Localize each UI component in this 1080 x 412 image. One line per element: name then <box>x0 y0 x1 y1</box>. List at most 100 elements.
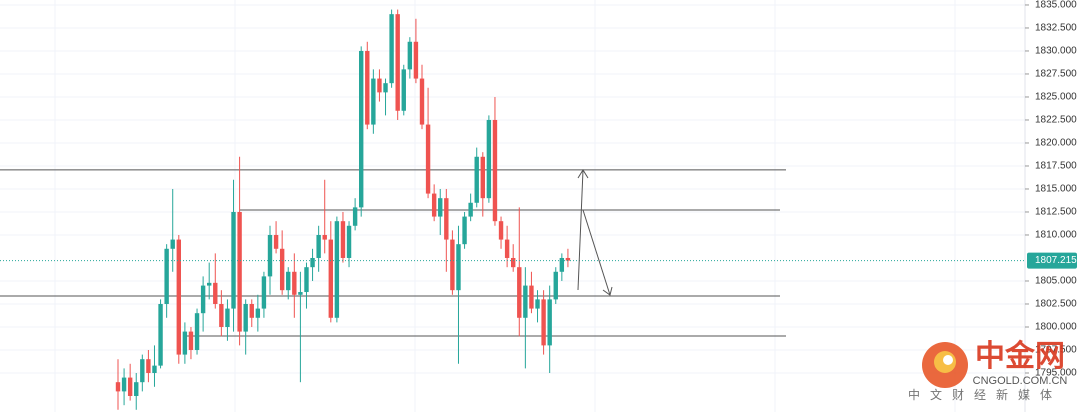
candle-body <box>444 198 449 240</box>
candle-body <box>134 382 139 396</box>
y-tick-label: 1810.000 <box>1035 230 1077 241</box>
candle-body <box>225 308 230 327</box>
candle-body <box>474 156 479 203</box>
candle-body <box>389 14 394 84</box>
logo-icon <box>943 355 953 365</box>
candle-body <box>207 282 212 286</box>
y-tick-label: 1795.000 <box>1035 368 1077 379</box>
candle-body <box>310 257 315 268</box>
y-tick-label: 1830.000 <box>1035 46 1077 57</box>
candle-body <box>213 282 218 304</box>
candle-body <box>164 248 169 304</box>
candle-body <box>158 303 163 366</box>
candle-body <box>243 303 248 332</box>
candle-body <box>340 221 346 258</box>
y-axis: 1835.000 1832.500 1830.000 1827.500 1825.000… <box>1025 0 1077 379</box>
candle-body <box>292 271 297 295</box>
candle-body <box>395 14 400 111</box>
candle-body <box>237 211 242 332</box>
candle-body <box>170 239 175 249</box>
watermark: 中金网 CNGOLD.COM.CN 中文财经新媒体 <box>908 339 1067 402</box>
candle-body <box>279 248 285 291</box>
candle-body <box>328 239 333 318</box>
candle-body <box>407 41 413 70</box>
candle-body <box>200 285 206 314</box>
plot <box>0 9 1025 410</box>
candle-body <box>535 299 540 309</box>
candle-body <box>541 299 546 346</box>
candle-body <box>553 271 558 300</box>
arrow-head <box>577 169 589 179</box>
candle-body <box>267 234 273 277</box>
candle-body <box>377 78 382 93</box>
candle-body <box>182 331 188 355</box>
candle-body <box>401 69 406 111</box>
candle-body <box>231 211 236 309</box>
watermark-tagline: 中文财经新媒体 <box>908 387 1062 402</box>
y-tick-label: 1827.500 <box>1035 69 1077 80</box>
last-price-label: 1807.215 <box>1035 255 1077 266</box>
candle-body <box>547 299 552 346</box>
y-tick-label: 1835.000 <box>1035 0 1077 11</box>
candle-body <box>115 382 121 392</box>
candle-body <box>346 225 352 258</box>
candle-body <box>152 365 157 373</box>
candle-body <box>219 303 224 327</box>
last-price-box <box>1027 252 1077 269</box>
y-tick-label: 1817.500 <box>1035 161 1077 172</box>
y-tick-label: 1820.000 <box>1035 138 1077 149</box>
candle-body <box>511 257 516 268</box>
candle-body <box>462 216 467 245</box>
candle-body <box>176 239 181 355</box>
candle-body <box>529 285 534 309</box>
candle-body <box>194 313 200 350</box>
y-tick-label: 1832.500 <box>1035 23 1077 34</box>
candle-body <box>480 156 485 199</box>
y-tick-label: 1825.000 <box>1035 92 1077 103</box>
candle-body <box>334 221 340 318</box>
candle-body <box>365 50 370 125</box>
candle-body <box>352 207 358 226</box>
y-tick-label: 1797.500 <box>1035 345 1077 356</box>
candle-body <box>255 308 261 318</box>
candle-body <box>121 377 127 392</box>
candle-body <box>146 359 151 373</box>
candle-body <box>249 303 254 318</box>
y-tick-label: 1802.500 <box>1035 299 1077 310</box>
candle-body <box>127 377 133 396</box>
candle-body <box>517 267 522 318</box>
y-tick-label: 1815.000 <box>1035 184 1077 195</box>
candle-body <box>468 202 473 217</box>
candle-body <box>322 234 327 240</box>
candle-body <box>261 276 267 309</box>
candle-body <box>316 234 321 258</box>
candle-body <box>425 124 431 194</box>
candle-body <box>140 359 145 383</box>
candle-body <box>413 41 419 79</box>
y-tick-label: 1805.000 <box>1035 276 1077 287</box>
candle-body <box>304 267 309 293</box>
candle-body <box>371 78 376 125</box>
y-tick-label: 1822.500 <box>1035 115 1077 126</box>
candle-body <box>286 271 291 291</box>
candle-body <box>419 78 425 125</box>
candle-body <box>450 239 455 291</box>
candle-body <box>383 83 388 93</box>
y-tick-label: 1812.500 <box>1035 207 1077 218</box>
candle-body <box>273 234 279 249</box>
candle-body <box>188 331 194 350</box>
candle-body <box>523 285 528 318</box>
candle-body <box>431 193 437 217</box>
candle-body <box>559 257 565 272</box>
candle-body <box>486 119 492 199</box>
arrow-down <box>582 209 611 296</box>
watermark-site: CNGOLD.COM.CN <box>973 375 1068 387</box>
candle-body <box>504 239 510 258</box>
candle-body <box>359 50 364 208</box>
candle-body <box>298 292 303 295</box>
candle-body <box>498 221 504 240</box>
candle-body <box>565 257 571 261</box>
candle-body <box>438 198 443 217</box>
y-tick-label: 1800.000 <box>1035 322 1077 333</box>
